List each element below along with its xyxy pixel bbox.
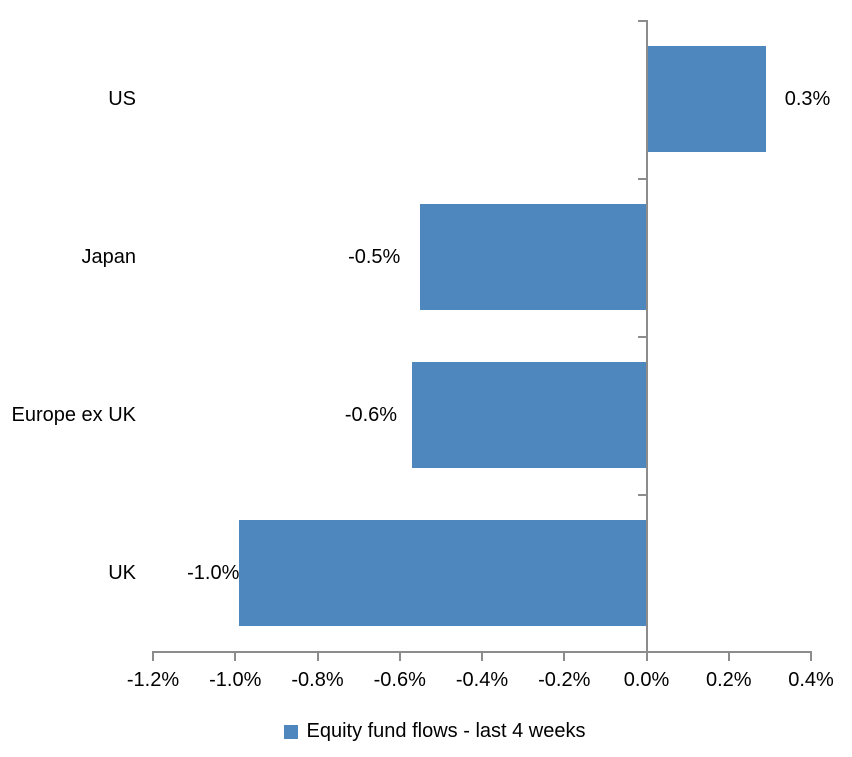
x-axis-tick xyxy=(152,651,154,661)
x-axis-tick-label: 0.2% xyxy=(705,669,752,691)
y-axis-tick xyxy=(637,336,646,338)
x-axis-tick-label: -0.8% xyxy=(291,669,344,691)
category-label-japan: Japan xyxy=(81,246,137,268)
y-axis-tick xyxy=(637,178,646,180)
x-axis-tick xyxy=(316,651,319,661)
x-axis-tick xyxy=(234,651,237,661)
x-axis-tick-label: -1.2% xyxy=(126,669,180,691)
y-axis-tick xyxy=(637,494,646,496)
x-axis-tick xyxy=(563,651,566,661)
x-axis-tick-label: -0.2% xyxy=(538,669,591,691)
bar-value-label-europe-ex-uk: -0.6% xyxy=(344,404,398,426)
x-axis-tick-label: 0.0% xyxy=(623,669,670,691)
bar-value-label-japan: -0.5% xyxy=(348,246,401,268)
x-axis-tick-label: -1.0% xyxy=(209,669,262,691)
bar-value-label-us: 0.3% xyxy=(784,88,831,110)
bar-japan xyxy=(420,204,647,310)
category-label-europe-ex-uk: Europe ex UK xyxy=(11,404,136,426)
y-axis-line xyxy=(645,20,648,653)
x-axis-tick-label: -0.4% xyxy=(455,669,509,691)
legend-swatch-icon xyxy=(284,724,299,739)
x-axis-tick xyxy=(810,651,812,661)
bar-uk xyxy=(239,520,647,626)
bar-us xyxy=(646,46,766,152)
x-axis-tick xyxy=(481,651,483,661)
x-axis-tick-label: 0.4% xyxy=(788,669,834,691)
x-axis-tick-label: -0.6% xyxy=(373,669,426,691)
bar-value-label-uk: -1.0% xyxy=(187,562,240,584)
category-label-uk: UK xyxy=(108,562,136,584)
legend-label: Equity fund flows - last 4 weeks xyxy=(306,720,586,742)
x-axis-tick xyxy=(727,651,730,661)
legend: Equity fund flows - last 4 weeks xyxy=(0,720,852,743)
bar-europe-ex-uk xyxy=(412,362,647,468)
category-label-us: US xyxy=(108,88,136,110)
x-axis-tick xyxy=(398,651,401,661)
x-axis-tick xyxy=(645,651,648,661)
y-axis-tick xyxy=(637,20,646,22)
